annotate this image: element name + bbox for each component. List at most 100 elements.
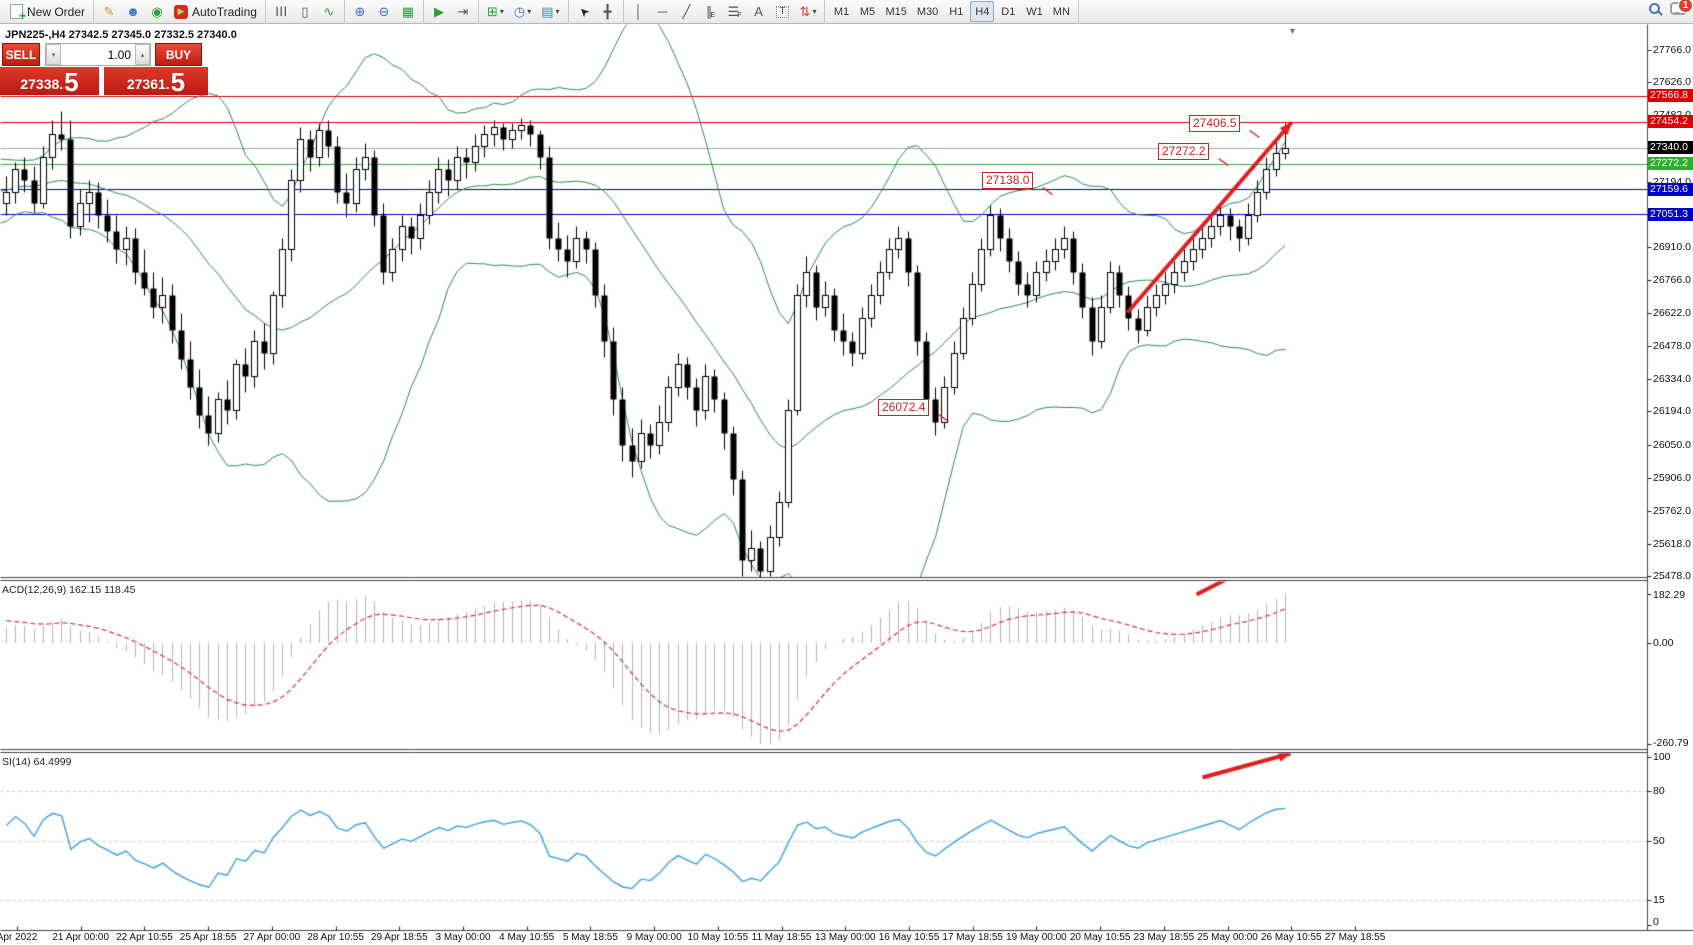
price-tick-label: 26622.0	[1653, 307, 1691, 320]
timeframe-m5[interactable]: M5	[859, 5, 876, 18]
volume-input[interactable]	[61, 44, 135, 65]
price-tick-label: 25478.0	[1653, 570, 1691, 583]
macd-axis-min: -260.79	[1653, 737, 1689, 749]
time-axis-label: 20 May 10:55	[1069, 932, 1131, 943]
text-label-icon: T	[776, 5, 789, 18]
fibonacci-icon[interactable]: ☰ F	[724, 1, 746, 22]
periods-clock-icon-dropdown[interactable]: ▾	[527, 7, 532, 16]
crosshair-icon: ╋	[603, 4, 612, 19]
text-icon[interactable]: A	[748, 1, 770, 22]
text-label-icon[interactable]: T	[772, 1, 794, 22]
arrows-icon[interactable]: ⇅ ▾	[796, 1, 821, 22]
signals-icon[interactable]: ◉	[146, 1, 168, 22]
time-axis-label: 21 Apr 00:00	[52, 932, 110, 943]
time-axis-label: 27 May 18:55	[1324, 932, 1386, 943]
metaeditor-icon[interactable]: ✎	[98, 1, 120, 22]
bar-chart-icon[interactable]: ☰	[270, 1, 292, 22]
notifications-icon[interactable]: 1	[1670, 0, 1693, 15]
time-axis-label: Apr 2022	[0, 932, 38, 943]
timeframe-m15[interactable]: M15	[885, 5, 907, 18]
macd-label: ACD(12,26,9) 162.15 118.45	[2, 584, 136, 596]
timeframe-d1[interactable]: D1	[1001, 5, 1016, 18]
periods-clock-icon[interactable]: ◷ ▾	[510, 1, 535, 22]
time-axis-label: 19 May 00:00	[1006, 932, 1067, 943]
line-chart-icon[interactable]: ∿	[318, 1, 340, 22]
rsi-axis-label: 100	[1653, 751, 1671, 763]
chart-shift-icon[interactable]: ⇥	[452, 1, 474, 22]
autotrading-button[interactable]: ▶ AutoTrading	[170, 1, 261, 22]
tile-windows-icon[interactable]: ▦	[397, 1, 419, 22]
timeframe-m1[interactable]: M1	[833, 5, 850, 18]
cursor-icon[interactable]: ➤	[573, 1, 595, 22]
rsi-axis-label: 15	[1653, 893, 1665, 906]
price-tick-label: 25906.0	[1653, 471, 1691, 484]
price-tick-label: 25618.0	[1653, 537, 1691, 550]
time-axis-label: 13 May 00:00	[814, 932, 876, 943]
search-icon[interactable]	[1649, 3, 1660, 14]
crosshair-icon[interactable]: ╋	[597, 1, 619, 22]
timeframe-mn[interactable]: MN	[1052, 5, 1070, 18]
tile-windows-icon: ▦	[401, 4, 415, 19]
price-tick-label: 26050.0	[1653, 438, 1691, 451]
rsi-axis-label: 0	[1653, 916, 1659, 928]
annotation-price-label[interactable]: 27272.2	[1158, 143, 1210, 160]
zoom-in-icon[interactable]: ⊕	[349, 1, 371, 22]
toolbar-group: ✎ ☻ ◉ ▶ AutoTrading	[94, 0, 266, 24]
arrows-icon-dropdown[interactable]: ▾	[812, 7, 817, 16]
sell-price[interactable]: 27338. 5	[0, 67, 99, 95]
auto-scroll-icon: ▶	[433, 4, 444, 19]
horizontal-line-icon[interactable]: ─	[652, 1, 674, 22]
annotation-price-label[interactable]: 26072.4	[878, 399, 930, 416]
metaeditor-icon: ✎	[103, 4, 115, 19]
indicators-icon-dropdown[interactable]: ▾	[499, 7, 504, 16]
trendline-icon[interactable]: ╱	[676, 1, 698, 22]
time-axis-label: 22 Apr 10:55	[116, 932, 173, 943]
timeframe-w1[interactable]: W1	[1026, 5, 1043, 18]
new-order-button[interactable]: New Order	[6, 1, 89, 23]
periods-clock-icon: ◷	[513, 4, 526, 19]
price-tick-label: 27626.0	[1653, 76, 1691, 89]
time-axis-label: 25 May 00:00	[1197, 932, 1258, 943]
equidistant-channel-icon[interactable]: ∥ E	[700, 1, 722, 22]
time-axis-label: 16 May 10:55	[878, 932, 940, 943]
candlestick-chart-icon[interactable]: ▯	[294, 1, 316, 22]
toolbar-group: ⊕ ⊖ ▦	[345, 0, 424, 24]
toolbar-group: ⊞ ▾ ◷ ▾ ▤ ▾	[479, 0, 569, 24]
zoom-out-icon[interactable]: ⊖	[373, 1, 395, 22]
buy-price[interactable]: 27361. 5	[104, 67, 208, 95]
buy-button[interactable]: BUY	[155, 43, 202, 66]
auto-scroll-icon[interactable]: ▶	[428, 1, 450, 22]
signals-icon: ◉	[151, 4, 163, 19]
templates-icon: ▤	[541, 4, 554, 19]
toolbar-group: ➤ ╋	[569, 0, 624, 24]
volume-up-button[interactable]: ▴	[135, 44, 150, 65]
mql5-community-icon[interactable]: ☻	[122, 1, 144, 22]
price-badge: 27272.2	[1648, 157, 1693, 171]
sell-button[interactable]: SELL	[2, 43, 40, 66]
time-axis-label: 10 May 10:55	[687, 932, 749, 943]
volume-down-button[interactable]: ▾	[46, 44, 61, 65]
templates-icon-dropdown[interactable]: ▾	[555, 7, 560, 16]
price-badge: 27340.0	[1648, 141, 1693, 155]
templates-icon[interactable]: ▤ ▾	[537, 1, 563, 22]
timeframe-h4[interactable]: H4	[970, 1, 995, 22]
toolbar: New Order✎☻◉▶AutoTrading☰▯∿⊕⊖▦▶⇥⊞▾◷▾▤▾➤╋…	[0, 0, 1693, 24]
equidistant-channel-icon-letter: E	[710, 12, 716, 19]
vertical-line-icon[interactable]: │	[628, 1, 650, 22]
indicators-icon[interactable]: ⊞ ▾	[483, 1, 508, 22]
annotation-price-label[interactable]: 27406.5	[1189, 115, 1241, 132]
timeframe-m30[interactable]: M30	[916, 5, 939, 18]
price-tick-label: 25762.0	[1653, 504, 1691, 517]
time-axis-label: 4 May 10:55	[499, 932, 555, 943]
price-badge: 27159.6	[1648, 182, 1693, 196]
vertical-line-icon: │	[634, 4, 643, 19]
timeframe-h1[interactable]: H1	[949, 5, 964, 18]
chart-shift-marker: ▼	[1288, 26, 1297, 36]
time-axis-label: 29 Apr 18:55	[370, 932, 428, 943]
price-tick-label: 27766.0	[1653, 44, 1691, 56]
annotation-price-label[interactable]: 27138.0	[982, 172, 1034, 189]
rsi-label: SI(14) 64.4999	[2, 756, 72, 768]
price-badge: 27454.2	[1648, 115, 1693, 129]
timeframe-group: M1 M5 M15 M30 H1 H4 D1 W1 MN	[825, 0, 1079, 24]
